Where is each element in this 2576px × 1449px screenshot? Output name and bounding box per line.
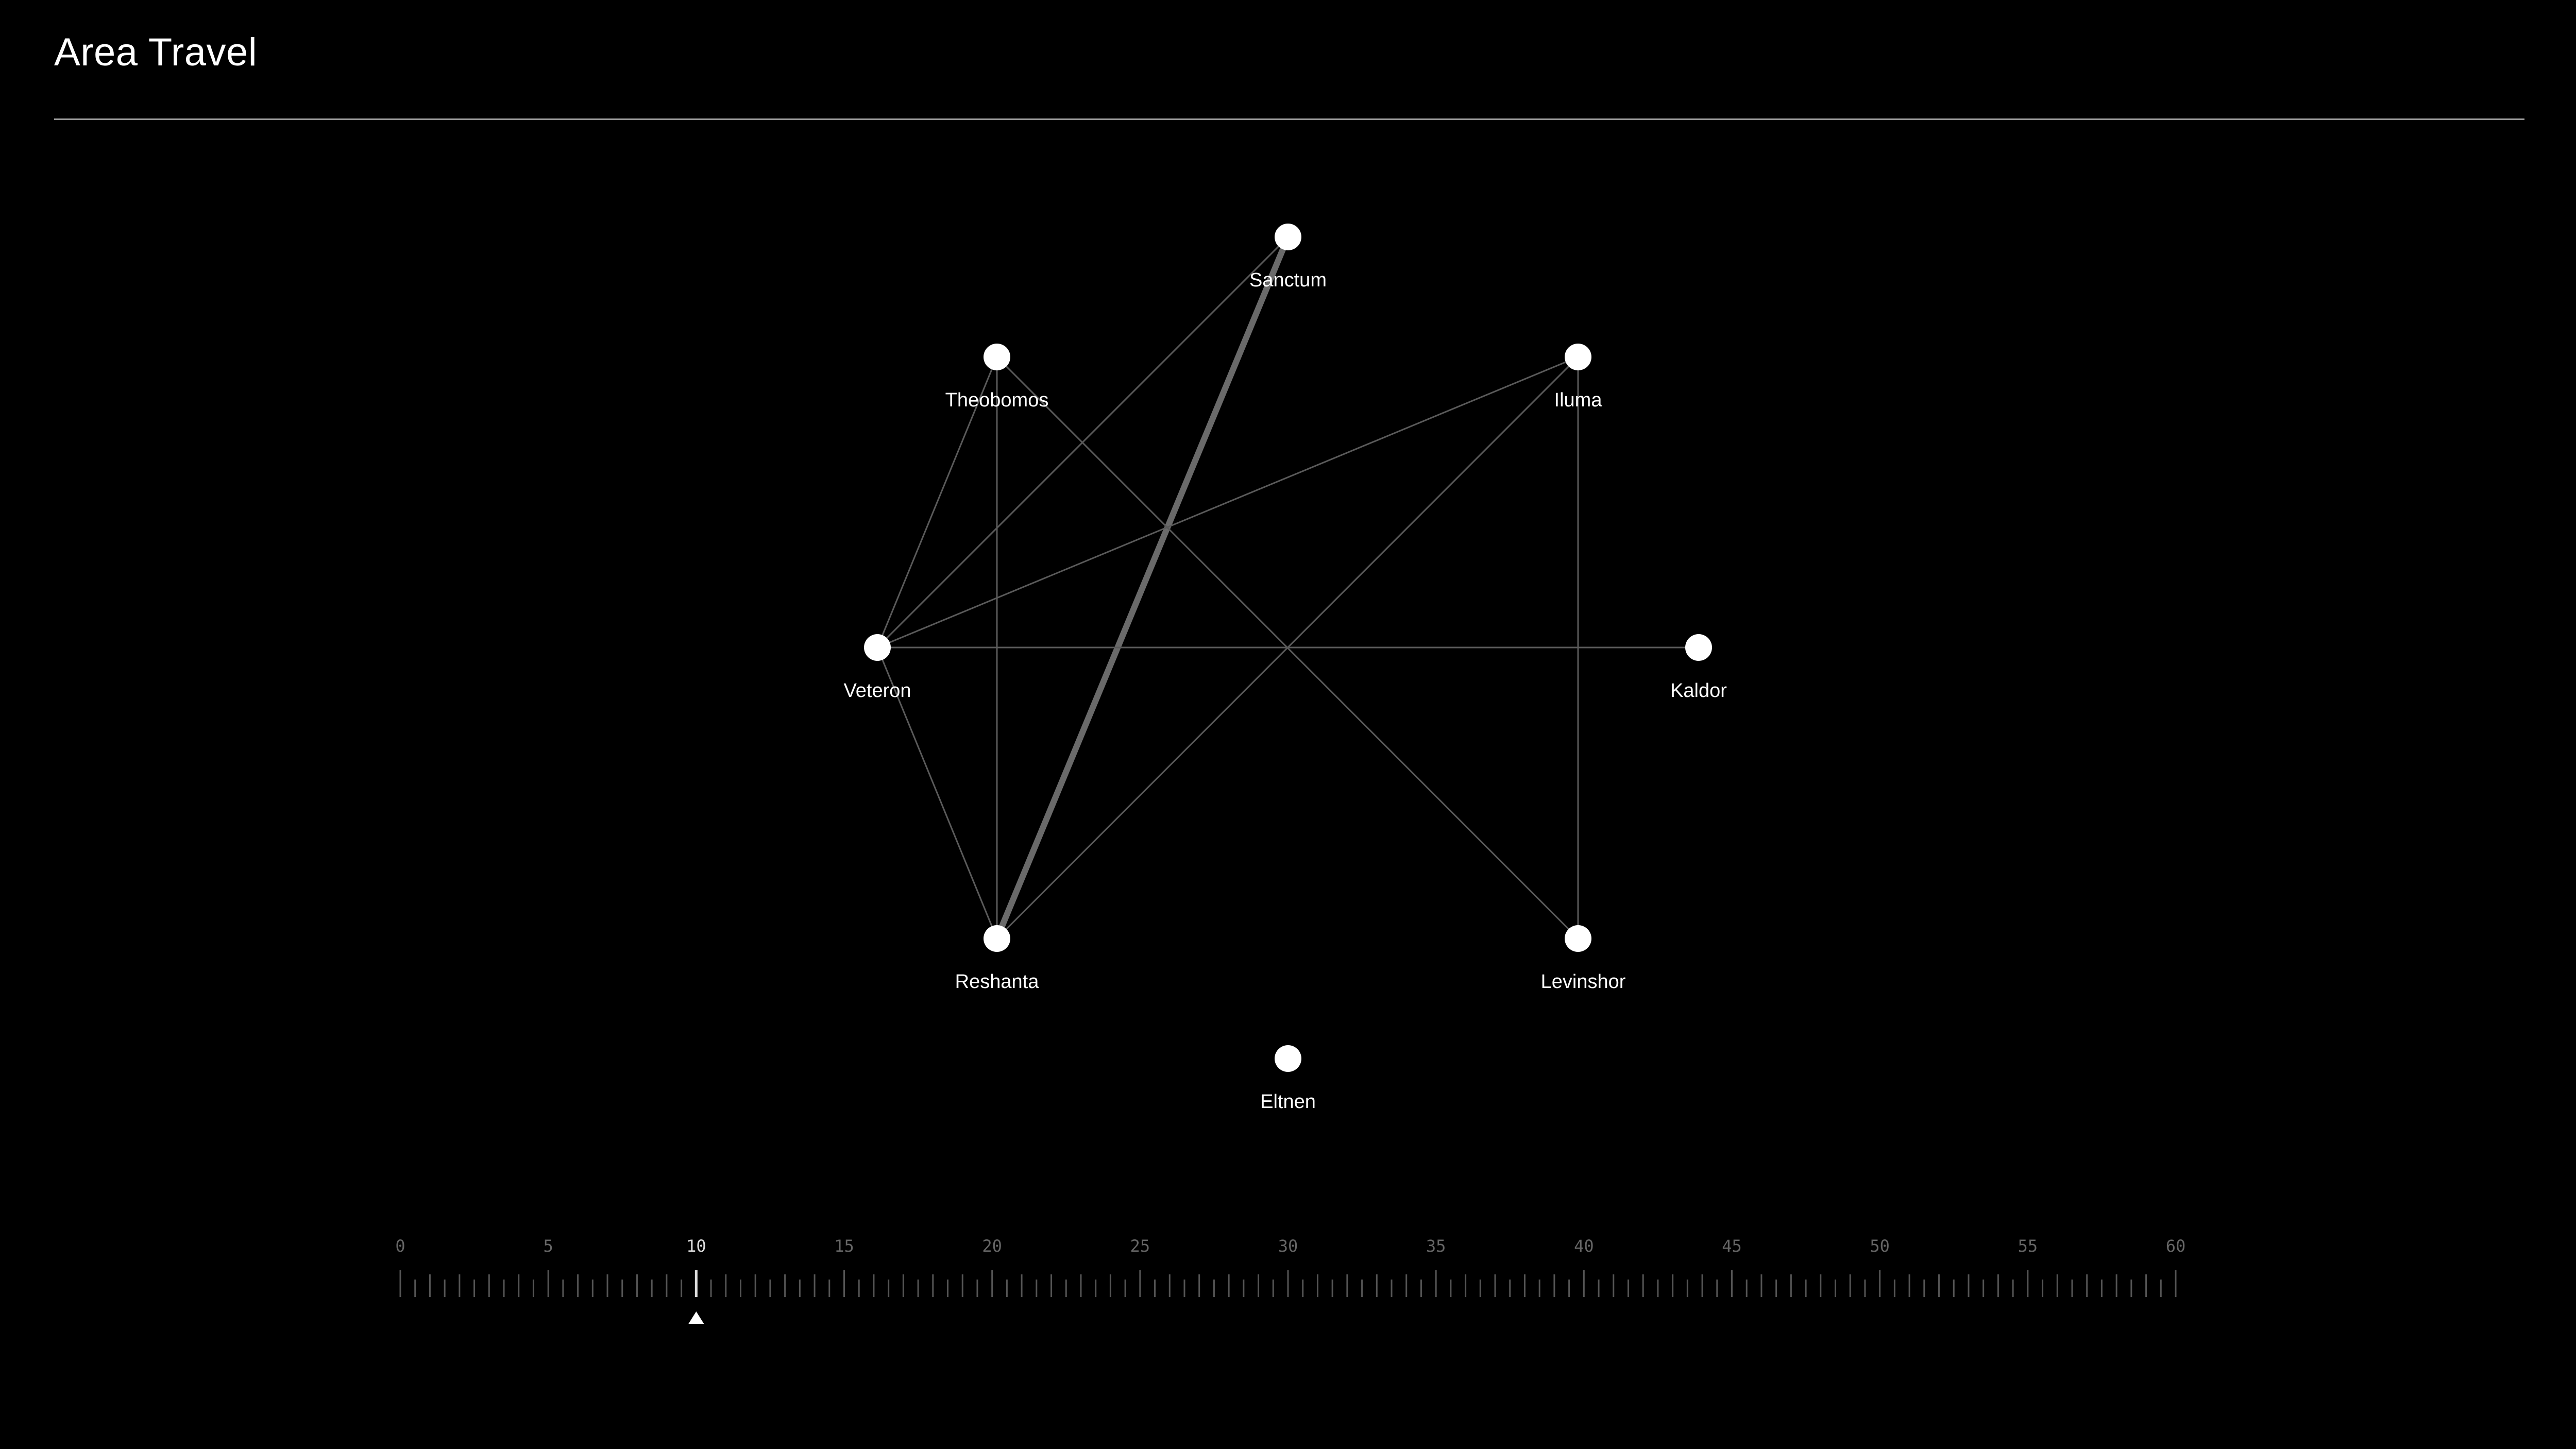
node-label: Kaldor (1670, 680, 1727, 702)
area-node-theobomos[interactable]: Theobomos (945, 344, 1049, 411)
timeline-label: 0 (395, 1236, 405, 1256)
node-dot[interactable] (1565, 925, 1591, 952)
timeline-label: 55 (2018, 1236, 2038, 1256)
header-divider (54, 118, 2524, 120)
node-dot[interactable] (1275, 224, 1301, 250)
node-dot[interactable] (864, 634, 891, 661)
timeline-scrubber[interactable]: 0 5 10 15 20 25 30 35 40 45 50 55 60 (395, 1236, 2185, 1324)
timeline-label: 25 (1130, 1236, 1150, 1256)
area-node-sanctum[interactable]: Sanctum (1249, 224, 1327, 291)
timeline-marker-icon[interactable] (688, 1311, 704, 1324)
timeline-label: 45 (1722, 1236, 1742, 1256)
node-label: Veteron (844, 680, 911, 702)
area-node-eltnen[interactable]: Eltnen (1260, 1045, 1316, 1113)
route-iluma-veteron (876, 356, 1579, 649)
node-dot[interactable] (984, 344, 1010, 370)
timeline-label: 10 (686, 1236, 706, 1256)
route-theobomos-veteron (876, 356, 998, 649)
timeline-label: 60 (2166, 1236, 2186, 1256)
node-dot[interactable] (984, 925, 1010, 952)
timeline-label: 40 (1574, 1236, 1594, 1256)
timeline-label: 15 (834, 1236, 854, 1256)
area-node-iluma[interactable]: Iluma (1554, 344, 1603, 411)
area-nodes: Sanctum Theobomos Iluma Veteron Kaldor Reshan… (844, 224, 1727, 1113)
timeline-label: 30 (1278, 1236, 1298, 1256)
area-node-kaldor[interactable]: Kaldor (1670, 634, 1727, 702)
route-veteron-reshanta (876, 646, 998, 940)
area-node-veteron[interactable]: Veteron (844, 634, 911, 702)
page-title: Area Travel (54, 30, 258, 74)
node-label: Eltnen (1260, 1091, 1316, 1113)
node-label: Theobomos (945, 389, 1049, 411)
node-label: Reshanta (955, 971, 1040, 993)
timeline-label: 20 (982, 1236, 1002, 1256)
area-node-levinshor[interactable]: Levinshor (1541, 925, 1626, 993)
node-dot[interactable] (1685, 634, 1712, 661)
route-lines (876, 234, 1700, 942)
timeline-label: 5 (544, 1236, 553, 1256)
node-label: Sanctum (1249, 269, 1327, 291)
node-dot[interactable] (1565, 344, 1591, 370)
route-sanctum-reshanta (994, 234, 1291, 942)
node-label: Iluma (1554, 389, 1603, 411)
node-dot[interactable] (1275, 1045, 1301, 1072)
timeline-label: 50 (1870, 1236, 1890, 1256)
node-label: Levinshor (1541, 971, 1626, 993)
area-node-reshanta[interactable]: Reshanta (955, 925, 1040, 993)
timeline-label: 35 (1426, 1236, 1446, 1256)
